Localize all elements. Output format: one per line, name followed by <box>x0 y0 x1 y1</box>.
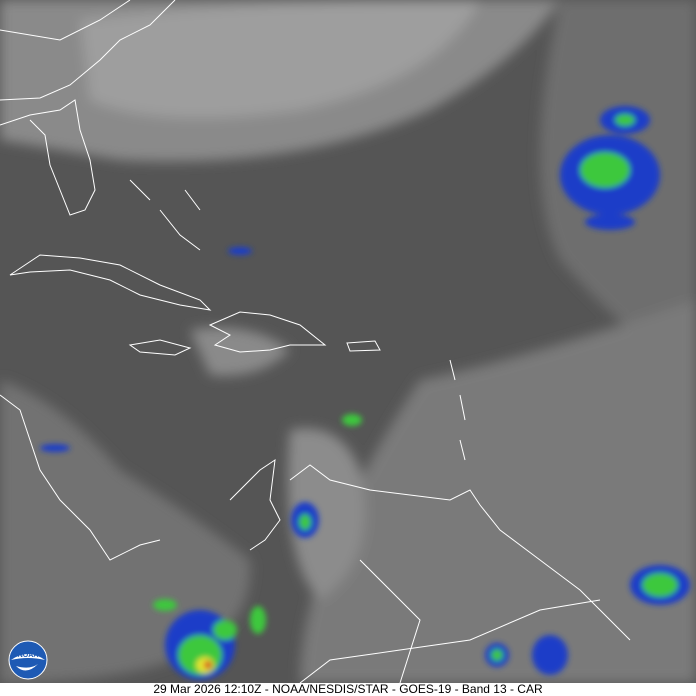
image-caption: 29 Mar 2026 12:10Z - NOAA/NESDIS/STAR - … <box>0 683 696 696</box>
svg-text:NOAA: NOAA <box>18 652 39 659</box>
convective-storms <box>40 106 690 680</box>
coastlines <box>0 0 631 683</box>
noaa-logo: NOAA <box>8 640 48 680</box>
